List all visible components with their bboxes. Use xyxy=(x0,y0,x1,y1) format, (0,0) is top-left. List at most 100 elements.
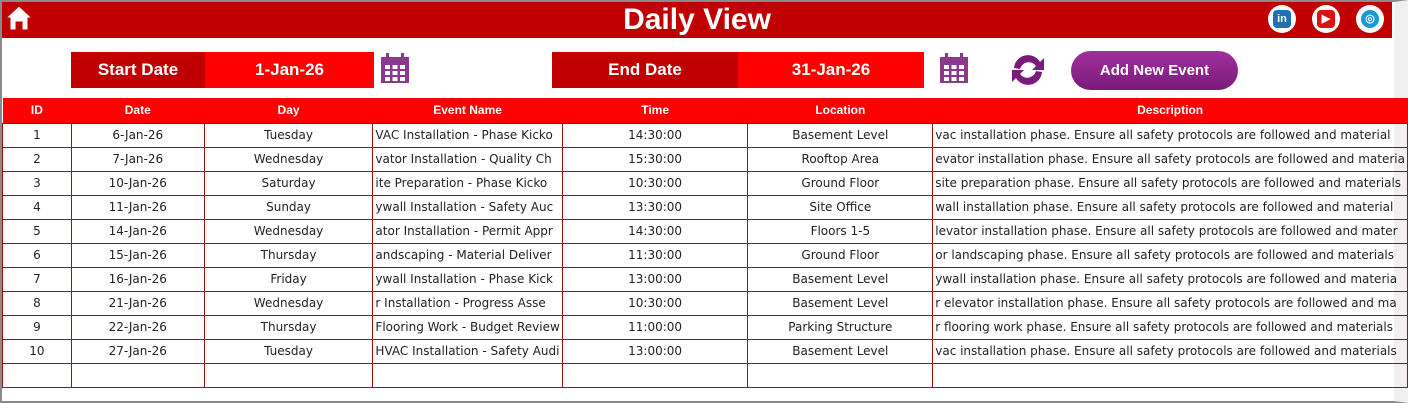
linkedin-icon[interactable]: in xyxy=(1268,5,1296,33)
end-calendar-icon[interactable] xyxy=(938,52,970,84)
table-row[interactable]: 2 7-Jan-26 Wednesday vator Installation - Q… xyxy=(2,146,1408,172)
cell-description[interactable] xyxy=(932,362,1408,388)
cell-id[interactable]: 4 xyxy=(2,194,72,220)
cell-location[interactable]: Basement Level xyxy=(747,122,934,148)
home-icon[interactable] xyxy=(4,4,34,32)
cell-id[interactable]: 8 xyxy=(2,290,72,316)
cell-id[interactable]: 7 xyxy=(2,266,72,292)
cell-time[interactable]: 14:30:00 xyxy=(561,218,749,244)
cell-time[interactable] xyxy=(561,362,749,388)
cell-date[interactable]: 22-Jan-26 xyxy=(70,314,205,340)
cell-day[interactable]: Saturday xyxy=(203,170,374,196)
cell-time[interactable]: 10:30:00 xyxy=(561,170,749,196)
cell-date[interactable]: 27-Jan-26 xyxy=(70,338,205,364)
cell-day[interactable]: Sunday xyxy=(203,194,374,220)
cell-date[interactable]: 6-Jan-26 xyxy=(70,122,205,148)
cell-event-name[interactable]: ite Preparation - Phase Kicko xyxy=(372,170,563,196)
start-date-field[interactable]: 1-Jan-26 xyxy=(205,52,374,88)
cell-location[interactable]: Basement Level xyxy=(747,290,934,316)
table-row[interactable]: 5 14-Jan-26 Wednesday ator Installation - P… xyxy=(2,218,1408,244)
cell-date[interactable]: 14-Jan-26 xyxy=(70,218,205,244)
cell-time[interactable]: 14:30:00 xyxy=(561,122,749,148)
cell-date[interactable] xyxy=(70,362,205,388)
table-row[interactable] xyxy=(2,362,1408,388)
cell-event-name[interactable]: ywall Installation - Safety Auc xyxy=(372,194,563,220)
table-row[interactable]: 1 6-Jan-26 Tuesday VAC Installation - Phase… xyxy=(2,122,1408,148)
cell-date[interactable]: 11-Jan-26 xyxy=(70,194,205,220)
cell-day[interactable]: Wednesday xyxy=(203,290,374,316)
cell-location[interactable] xyxy=(747,362,934,388)
cell-description[interactable]: wall installation phase. Ensure all safe… xyxy=(932,194,1408,220)
cell-id[interactable]: 3 xyxy=(2,170,72,196)
cell-date[interactable]: 7-Jan-26 xyxy=(70,146,205,172)
cell-time[interactable]: 13:00:00 xyxy=(561,338,749,364)
table-row[interactable]: 7 16-Jan-26 Friday ywall Installation - Pha… xyxy=(2,266,1408,292)
cell-date[interactable]: 15-Jan-26 xyxy=(70,242,205,268)
cell-time[interactable]: 13:00:00 xyxy=(561,266,749,292)
cell-date[interactable]: 21-Jan-26 xyxy=(70,290,205,316)
table-row[interactable]: 9 22-Jan-26 Thursday Flooring Work - Budget… xyxy=(2,314,1408,340)
cell-day[interactable]: Wednesday xyxy=(203,218,374,244)
cell-day[interactable]: Wednesday xyxy=(203,146,374,172)
column-header-event-name: Event Name xyxy=(372,98,563,123)
cell-id[interactable]: 1 xyxy=(2,122,72,148)
cell-event-name[interactable]: vator Installation - Quality Ch xyxy=(372,146,563,172)
cell-day[interactable]: Tuesday xyxy=(203,122,374,148)
cell-description[interactable]: ywall installation phase. Ensure all saf… xyxy=(932,266,1408,292)
cell-description[interactable]: evator installation phase. Ensure all sa… xyxy=(932,146,1408,172)
end-date-label: End Date xyxy=(552,52,738,88)
cell-location[interactable]: Site Office xyxy=(747,194,934,220)
table-row[interactable]: 8 21-Jan-26 Wednesday r Installation - Prog… xyxy=(2,290,1408,316)
cell-event-name[interactable] xyxy=(372,362,563,388)
cell-date[interactable]: 10-Jan-26 xyxy=(70,170,205,196)
cell-description[interactable]: levator installation phase. Ensure all s… xyxy=(932,218,1408,244)
cell-date[interactable]: 16-Jan-26 xyxy=(70,266,205,292)
cell-description[interactable]: site preparation phase. Ensure all safet… xyxy=(932,170,1408,196)
cell-time[interactable]: 11:00:00 xyxy=(561,314,749,340)
cell-description[interactable]: r flooring work phase. Ensure all safety… xyxy=(932,314,1408,340)
cell-time[interactable]: 15:30:00 xyxy=(561,146,749,172)
cell-day[interactable]: Tuesday xyxy=(203,338,374,364)
refresh-icon[interactable] xyxy=(1006,50,1050,90)
cell-id[interactable]: 9 xyxy=(2,314,72,340)
cell-event-name[interactable]: andscaping - Material Deliver xyxy=(372,242,563,268)
add-new-event-button[interactable]: Add New Event xyxy=(1071,51,1238,90)
cell-time[interactable]: 13:30:00 xyxy=(561,194,749,220)
cell-description[interactable]: r elevator installation phase. Ensure al… xyxy=(932,290,1408,316)
cell-location[interactable]: Ground Floor xyxy=(747,242,934,268)
cell-event-name[interactable]: ator Installation - Permit Appr xyxy=(372,218,563,244)
table-row[interactable]: 6 15-Jan-26 Thursday andscaping - Material … xyxy=(2,242,1408,268)
cell-day[interactable]: Thursday xyxy=(203,242,374,268)
cell-day[interactable]: Thursday xyxy=(203,314,374,340)
cell-event-name[interactable]: HVAC Installation - Safety Audi xyxy=(372,338,563,364)
cell-id[interactable]: 10 xyxy=(2,338,72,364)
cell-event-name[interactable]: Flooring Work - Budget Review xyxy=(372,314,563,340)
cell-day[interactable]: Friday xyxy=(203,266,374,292)
cell-location[interactable]: Rooftop Area xyxy=(747,146,934,172)
start-calendar-icon[interactable] xyxy=(379,52,411,84)
cell-id[interactable]: 6 xyxy=(2,242,72,268)
cell-location[interactable]: Basement Level xyxy=(747,338,934,364)
globe-icon[interactable]: ◎ xyxy=(1356,5,1384,33)
cell-day[interactable] xyxy=(203,362,374,388)
cell-time[interactable]: 10:30:00 xyxy=(561,290,749,316)
table-row[interactable]: 10 27-Jan-26 Tuesday HVAC Installation - Sa… xyxy=(2,338,1408,364)
cell-event-name[interactable]: ywall Installation - Phase Kick xyxy=(372,266,563,292)
table-row[interactable]: 3 10-Jan-26 Saturday ite Preparation - Phas… xyxy=(2,170,1408,196)
cell-id[interactable] xyxy=(2,362,72,388)
cell-event-name[interactable]: VAC Installation - Phase Kicko xyxy=(372,122,563,148)
cell-time[interactable]: 11:30:00 xyxy=(561,242,749,268)
cell-id[interactable]: 2 xyxy=(2,146,72,172)
cell-event-name[interactable]: r Installation - Progress Asse xyxy=(372,290,563,316)
cell-description[interactable]: vac installation phase. Ensure all safet… xyxy=(932,122,1408,148)
cell-id[interactable]: 5 xyxy=(2,218,72,244)
table-row[interactable]: 4 11-Jan-26 Sunday ywall Installation - Saf… xyxy=(2,194,1408,220)
cell-description[interactable]: vac installation phase. Ensure all safet… xyxy=(932,338,1408,364)
cell-location[interactable]: Basement Level xyxy=(747,266,934,292)
youtube-icon[interactable]: ▶ xyxy=(1312,5,1340,33)
cell-location[interactable]: Parking Structure xyxy=(747,314,934,340)
end-date-field[interactable]: 31-Jan-26 xyxy=(738,52,924,88)
cell-description[interactable]: or landscaping phase. Ensure all safety … xyxy=(932,242,1408,268)
cell-location[interactable]: Ground Floor xyxy=(747,170,934,196)
cell-location[interactable]: Floors 1-5 xyxy=(747,218,934,244)
